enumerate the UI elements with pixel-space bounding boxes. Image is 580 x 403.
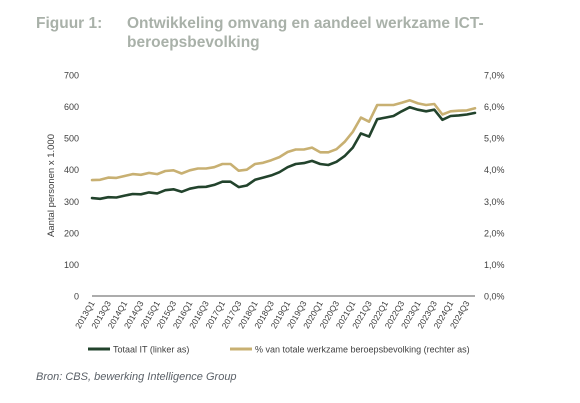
source-note: Bron: CBS, bewerking Intelligence Group [36, 371, 237, 383]
legend-item-total-it-label: Totaal IT (linker as) [113, 345, 189, 355]
y-tick-label-right: 3,0% [484, 197, 505, 207]
y-tick-label-right: 0,0% [484, 292, 505, 302]
y-tick-label-left: 400 [64, 165, 79, 175]
figure-label: Figuur 1: [36, 15, 103, 32]
y-tick-label-right: 4,0% [484, 165, 505, 175]
y-tick-label-left: 500 [64, 134, 79, 144]
y-tick-label-right: 7,0% [484, 71, 505, 81]
y-tick-label-left: 300 [64, 197, 79, 207]
y-tick-label-left: 600 [64, 102, 79, 112]
y-tick-label-left: 700 [64, 71, 79, 81]
y-tick-label-left: 200 [64, 228, 79, 238]
y-tick-label-right: 1,0% [484, 260, 505, 270]
series-line-total-it [90, 105, 477, 201]
y-tick-label-right: 5,0% [484, 134, 505, 144]
y-axis-title: Aantal personen x 1.000 [46, 134, 57, 237]
figure-title-text: Ontwikkeling omvang en aandeel werkzame … [127, 15, 484, 51]
y-tick-label-left: 100 [64, 260, 79, 270]
series-line-percentage [90, 99, 477, 182]
y-tick-label-right: 2,0% [484, 228, 505, 238]
legend-item-percentage-label: % van totale werkzame beroepsbevolking (… [255, 345, 470, 355]
y-tick-label-left: 0 [74, 292, 79, 302]
y-tick-label-right: 6,0% [484, 102, 505, 112]
